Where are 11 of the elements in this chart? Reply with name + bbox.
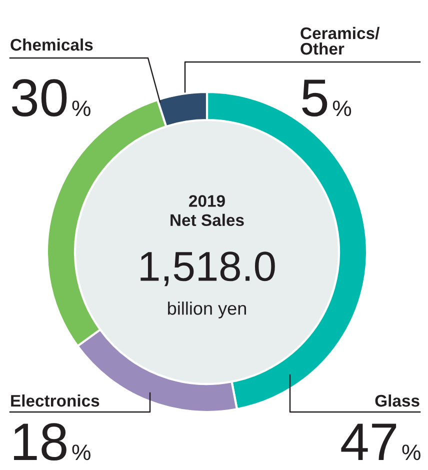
slice-label: Ceramics/ Other — [300, 26, 380, 55]
text: 2019 Net Sales — [170, 195, 244, 226]
data-label: 18% — [14, 423, 90, 461]
data-label: 30% — [12, 79, 90, 117]
text: 1,518.0 — [140, 252, 275, 286]
data-label: 5% — [302, 80, 352, 117]
data-label: 47% — [341, 424, 420, 460]
slice-label: Chemicals — [10, 38, 93, 51]
slice-label: Glass — [375, 394, 420, 407]
slice-label: Electronics — [11, 394, 100, 407]
text: billion yen — [168, 302, 246, 318]
